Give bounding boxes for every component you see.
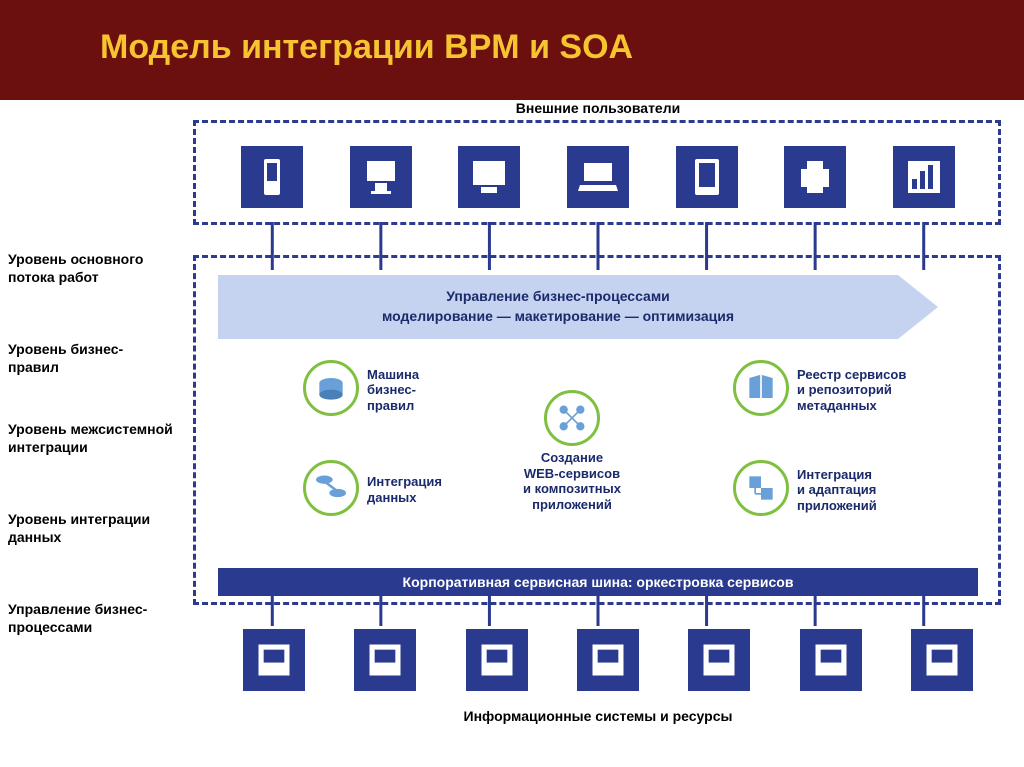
resource-icon: [466, 629, 528, 691]
service-label: СозданиеWEB-сервисови композитныхприложе…: [523, 450, 621, 512]
services-area: Машинабизнес-правил ИнтеграцияданныхСозда…: [213, 360, 993, 560]
diagram: Уровень основного потока работ Уровень би…: [8, 100, 1018, 762]
service-icon: [303, 460, 359, 516]
service-bus: Корпоративная сервисная шина: оркестровк…: [218, 568, 978, 596]
main-column: Внешние пользователи Управление бизнес-п…: [188, 100, 1008, 762]
left-label: Управление бизнес-процессами: [8, 600, 173, 636]
banner-line2: моделирование — макетирование — оптимиза…: [382, 307, 734, 327]
arrow-icon: [898, 275, 938, 339]
service-label: Интеграцияи адаптацияприложений: [797, 467, 957, 514]
service-icon: [733, 360, 789, 416]
service-item: СозданиеWEB-сервисови композитныхприложе…: [523, 390, 621, 512]
resource-icon: [911, 629, 973, 691]
crt-icon: [458, 146, 520, 208]
resource-icon: [354, 629, 416, 691]
device-row: [198, 132, 998, 222]
service-label: Интеграцияданных: [367, 474, 527, 505]
tablet-icon: [676, 146, 738, 208]
resource-icon: [688, 629, 750, 691]
process-banner: Управление бизнес-процессами моделирован…: [218, 275, 898, 339]
resource-icon: [577, 629, 639, 691]
resource-row: [218, 620, 998, 700]
left-label: Уровень интеграции данных: [8, 510, 173, 546]
service-item: Интеграцияданных: [303, 460, 527, 516]
printer-icon: [784, 146, 846, 208]
service-label: Реестр сервисови репозиторийметаданных: [797, 367, 957, 414]
service-item: Интеграцияи адаптацияприложений: [733, 460, 957, 516]
service-icon: [544, 390, 600, 446]
service-item: Реестр сервисови репозиторийметаданных: [733, 360, 957, 416]
phone-icon: [241, 146, 303, 208]
resource-icon: [800, 629, 862, 691]
left-column: Уровень основного потока работ Уровень би…: [8, 100, 183, 762]
service-icon: [733, 460, 789, 516]
page-title: Модель интеграции BPM и SOA: [0, 0, 1024, 100]
resource-icon: [243, 629, 305, 691]
desktop-icon: [350, 146, 412, 208]
service-label: Машинабизнес-правил: [367, 367, 527, 414]
service-item: Машинабизнес-правил: [303, 360, 527, 416]
chart-icon: [893, 146, 955, 208]
left-label: Уровень бизнес-правил: [8, 340, 173, 376]
left-label: Уровень основного потока работ: [8, 250, 173, 286]
service-icon: [303, 360, 359, 416]
banner-line1: Управление бизнес-процессами: [446, 287, 670, 307]
resources-label: Информационные системы и ресурсы: [188, 708, 1008, 724]
external-users-label: Внешние пользователи: [188, 100, 1008, 116]
left-label: Уровень межсистемной интеграции: [8, 420, 173, 456]
laptop-icon: [567, 146, 629, 208]
